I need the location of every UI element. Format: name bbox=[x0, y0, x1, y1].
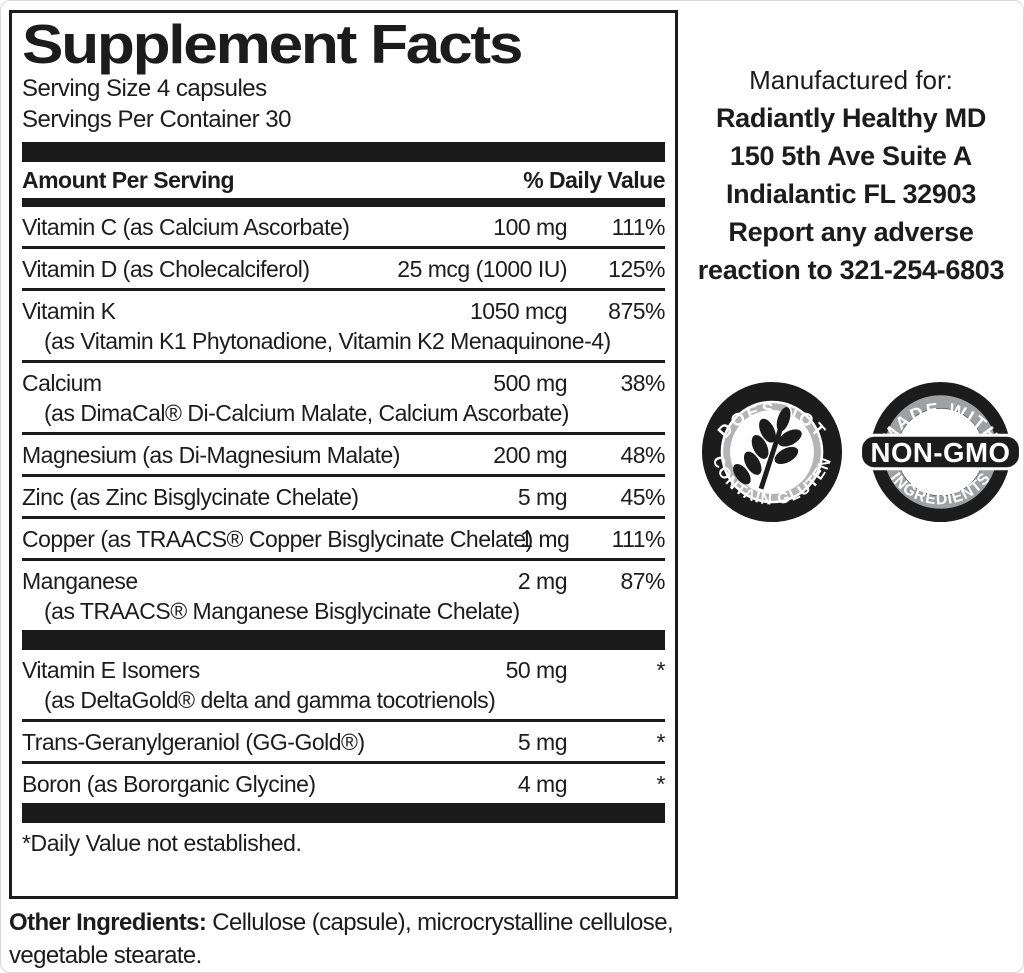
section-divider-bar bbox=[22, 803, 665, 823]
nutrient-row-main-line: Zinc (as Zinc Bisglycinate Chelate) 5 mg 4… bbox=[22, 482, 666, 512]
nutrient-amount: 5 mg bbox=[517, 729, 568, 755]
nutrient-row-main-line: Vitamin D (as Cholecalciferol) 25 mcg (10… bbox=[22, 254, 666, 284]
supplement-facts-panel: Supplement Facts Serving Size 4 capsules… bbox=[9, 10, 678, 899]
nutrient-row-main-line: Boron (as Bororganic Glycine) 4 mg * bbox=[22, 769, 666, 799]
nutrient-daily-value: 111% bbox=[611, 214, 666, 240]
section-divider-bar bbox=[22, 142, 665, 162]
nutrient-name: Boron (as Bororganic Glycine) bbox=[22, 771, 316, 797]
nutrient-daily-value: * bbox=[656, 729, 666, 755]
manufacturer-line: Radiantly Healthy MD bbox=[715, 103, 987, 133]
serving-size: Serving Size 4 capsules bbox=[22, 75, 267, 102]
nutrient-amount: 25 mcg (1000 IU) bbox=[397, 256, 567, 282]
non-gmo-badge-icon: MADE WITH INGREDIENTS NON-GMO bbox=[859, 381, 1022, 523]
nutrient-rows-main: Vitamin C (as Calcium Ascorbate) 100 mg 11… bbox=[22, 207, 666, 630]
table-row: Vitamin K 1050 mcg 875% (as Vitamin K1 Phyt… bbox=[22, 291, 666, 363]
table-row: Zinc (as Zinc Bisglycinate Chelate) 5 mg 4… bbox=[22, 477, 666, 519]
gluten-free-badge-icon: DOES NOT CONTAIN GLUTEN bbox=[701, 381, 843, 523]
table-row: Boron (as Bororganic Glycine) 4 mg * bbox=[22, 764, 666, 803]
amount-per-serving-header: Amount Per Serving bbox=[22, 167, 235, 193]
nutrient-row-main-line: Manganese 2 mg 87% bbox=[22, 566, 666, 596]
nutrient-daily-value: 125% bbox=[608, 256, 665, 282]
nutrient-row-main-line: Calcium 500 mg 38% bbox=[22, 368, 666, 398]
nutrient-amount: 200 mg bbox=[493, 442, 567, 468]
certification-badges: DOES NOT CONTAIN GLUTEN MADE WITH ING bbox=[698, 378, 1024, 526]
nutrient-row-main-line: Vitamin K 1050 mcg 875% bbox=[22, 296, 666, 326]
non-gmo-banner bbox=[859, 433, 1022, 471]
nutrient-amount: 1 mg bbox=[520, 526, 570, 552]
nutrient-name: Calcium bbox=[22, 370, 102, 396]
wheat-icon bbox=[733, 406, 802, 490]
nutrient-amount: 2 mg bbox=[517, 568, 568, 594]
nutrient-daily-value: * bbox=[656, 657, 666, 683]
nutrient-row-main-line: Vitamin C (as Calcium Ascorbate) 100 mg 11… bbox=[22, 212, 666, 242]
manufacturer-line: Report any adverse bbox=[728, 217, 974, 247]
nutrient-amount: 5 mg bbox=[517, 484, 568, 510]
section-divider-bar bbox=[22, 630, 665, 650]
nutrient-row-main-line: Vitamin E Isomers 50 mg * bbox=[22, 655, 666, 685]
other-ingredients-label: Other Ingredients: bbox=[9, 909, 207, 936]
manufacturer-line: 150 5th Ave Suite A bbox=[730, 141, 972, 171]
nutrient-name: Vitamin C (as Calcium Ascorbate) bbox=[22, 214, 350, 240]
table-row: Vitamin D (as Cholecalciferol) 25 mcg (10… bbox=[22, 249, 666, 291]
manufacturer-line: Indialantic FL 32903 bbox=[725, 179, 977, 209]
nutrient-row-main-line: Trans-Geranylgeraniol (GG-Gold®) 5 mg * bbox=[22, 727, 666, 757]
nutrient-daily-value: 875% bbox=[608, 298, 665, 324]
table-header-row: Amount Per Serving % Daily Value bbox=[22, 162, 665, 198]
nutrient-name: Vitamin E Isomers bbox=[22, 657, 200, 683]
nutrient-source-subline: (as DeltaGold® delta and gamma tocotrien… bbox=[44, 687, 496, 713]
nutrient-name: Copper (as TRAACS® Copper Bisglycinate C… bbox=[22, 526, 533, 552]
manufacturer-lines: Radiantly Healthy MD 150 5th Ave Suite A I… bbox=[677, 99, 1024, 289]
nutrient-amount: 50 mg bbox=[505, 657, 568, 683]
nutrient-name: Vitamin K bbox=[22, 298, 116, 324]
non-gmo-badge-center-text: NON-GMO bbox=[871, 437, 1011, 468]
manufacturer-line: reaction to 321-254-6803 bbox=[697, 255, 1005, 285]
nutrient-daily-value: * bbox=[656, 771, 666, 797]
nutrient-source-subline: (as Vitamin K1 Phytonadione, Vitamin K2 … bbox=[44, 328, 611, 354]
nutrient-name: Magnesium (as Di-Magnesium Malate) bbox=[22, 442, 400, 468]
other-ingredients: Other Ingredients: Cellulose (capsule), … bbox=[9, 906, 699, 972]
manufactured-for-label: Manufactured for: bbox=[749, 65, 953, 95]
table-row: Vitamin E Isomers 50 mg * (as DeltaGold® de… bbox=[22, 650, 666, 722]
nutrient-daily-value: 38% bbox=[620, 370, 665, 396]
table-row: Manganese 2 mg 87% (as TRAACS® Manganese Bi… bbox=[22, 561, 666, 630]
servings-per-container: Servings Per Container 30 bbox=[22, 106, 291, 133]
nutrient-daily-value: 111% bbox=[611, 526, 666, 552]
nutrient-row-main-line: Magnesium (as Di-Magnesium Malate) 200 mg… bbox=[22, 440, 666, 470]
nutrient-amount: 500 mg bbox=[493, 370, 567, 396]
nutrient-name: Trans-Geranylgeraniol (GG-Gold®) bbox=[22, 729, 365, 755]
nutrient-name: Zinc (as Zinc Bisglycinate Chelate) bbox=[22, 484, 359, 510]
nutrient-row-main-line: Copper (as TRAACS® Copper Bisglycinate C… bbox=[22, 524, 665, 554]
nutrient-daily-value: 45% bbox=[620, 484, 665, 510]
table-row: Magnesium (as Di-Magnesium Malate) 200 mg… bbox=[22, 435, 666, 477]
header-divider-bar bbox=[22, 198, 665, 207]
table-row: Copper (as TRAACS® Copper Bisglycinate C… bbox=[22, 519, 665, 561]
daily-value-footnote: *Daily Value not established. bbox=[22, 830, 302, 856]
nutrient-daily-value: 48% bbox=[620, 442, 665, 468]
daily-value-header: % Daily Value bbox=[523, 167, 665, 193]
nutrient-source-subline: (as TRAACS® Manganese Bisglycinate Chela… bbox=[44, 598, 520, 624]
nutrient-amount: 1050 mcg bbox=[469, 298, 568, 324]
nutrient-rows-secondary: Vitamin E Isomers 50 mg * (as DeltaGold® de… bbox=[22, 650, 666, 803]
nutrient-amount: 100 mg bbox=[493, 214, 567, 240]
table-row: Trans-Geranylgeraniol (GG-Gold®) 5 mg * bbox=[22, 722, 666, 764]
nutrient-amount: 4 mg bbox=[517, 771, 568, 797]
panel-title: Supplement Facts bbox=[22, 13, 523, 75]
nutrient-source-subline: (as DimaCal® Di-Calcium Malate, Calcium … bbox=[44, 400, 569, 426]
table-row: Vitamin C (as Calcium Ascorbate) 100 mg 11… bbox=[22, 207, 666, 249]
other-ingredients-text: Cellulose (capsule), microcrystalline ce… bbox=[9, 909, 674, 969]
nutrient-daily-value: 87% bbox=[620, 568, 665, 594]
nutrient-name: Vitamin D (as Cholecalciferol) bbox=[22, 256, 310, 282]
nutrient-name: Manganese bbox=[22, 568, 138, 594]
table-row: Calcium 500 mg 38% (as DimaCal® Di-Calcium … bbox=[22, 363, 666, 435]
manufacturer-block: Manufactured for: Radiantly Healthy MD 15… bbox=[677, 61, 1024, 289]
